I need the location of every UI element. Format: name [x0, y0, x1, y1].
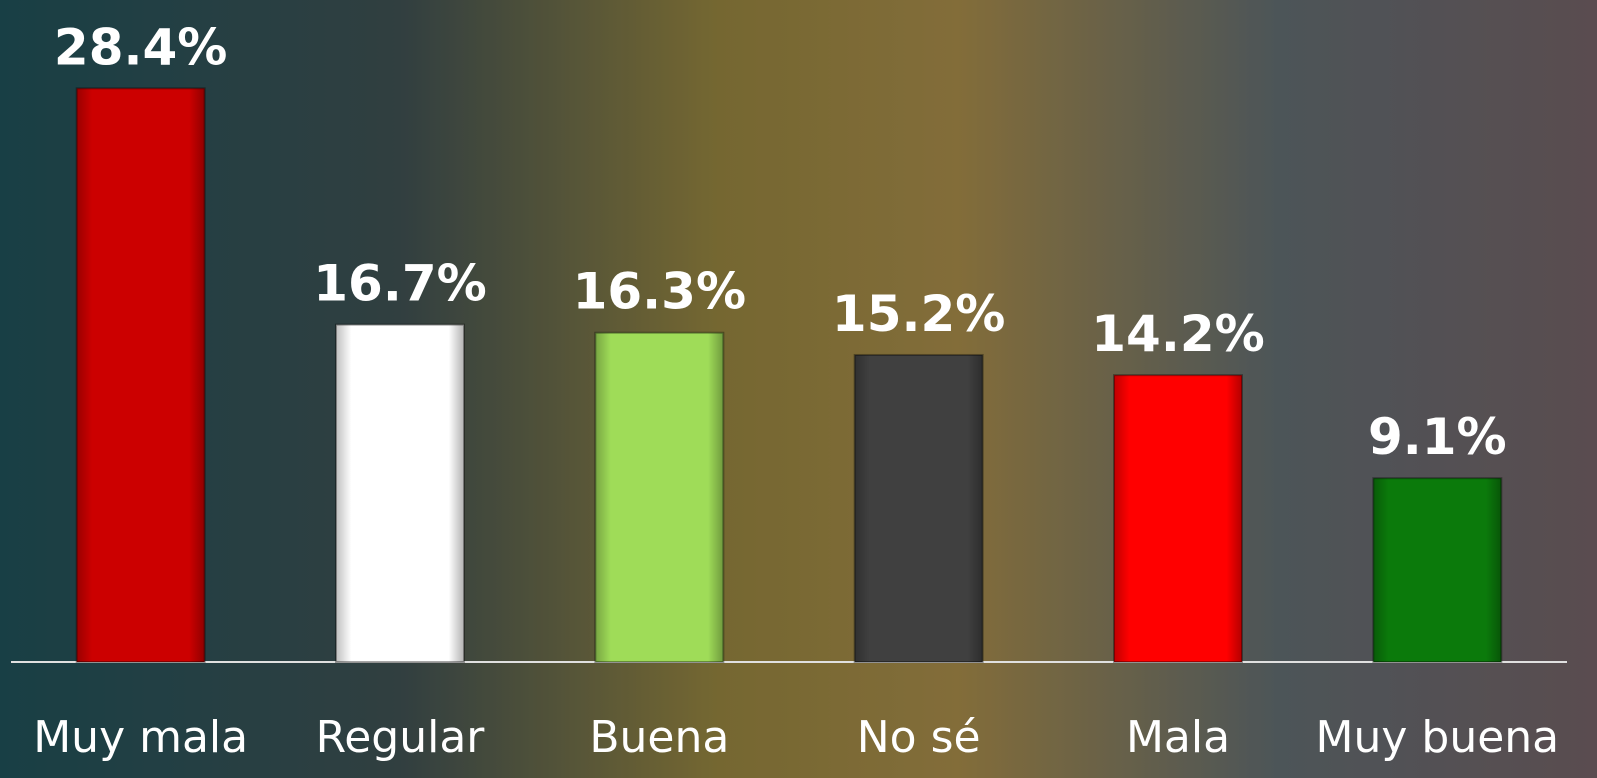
value-label: 9.1% — [1368, 408, 1507, 466]
x-tick-label: Muy mala — [33, 712, 248, 763]
bar-shade — [1114, 375, 1242, 662]
value-label: 16.3% — [573, 263, 746, 321]
x-tick-label: Regular — [316, 712, 486, 763]
x-tick-label: Buena — [589, 712, 729, 763]
bar-shade — [336, 325, 464, 662]
value-label: 15.2% — [832, 285, 1005, 343]
x-tick-label: No sé — [857, 712, 981, 763]
bar-shade — [1373, 478, 1501, 662]
bar-shade — [77, 88, 205, 662]
x-tick-label: Muy buena — [1316, 712, 1560, 763]
page: {"chart_data": {"type": "bar", "categori… — [0, 0, 1597, 778]
value-label: 28.4% — [54, 18, 227, 76]
x-tick-label: Mala — [1126, 712, 1230, 763]
value-label: 16.7% — [313, 255, 486, 313]
chart: 28.4% Muy mala 16.7% Regular 16.3% Buena 15.2%… — [0, 0, 1597, 778]
bar-shade — [595, 333, 723, 662]
bar-shade — [855, 355, 983, 662]
value-label: 14.2% — [1091, 305, 1264, 363]
